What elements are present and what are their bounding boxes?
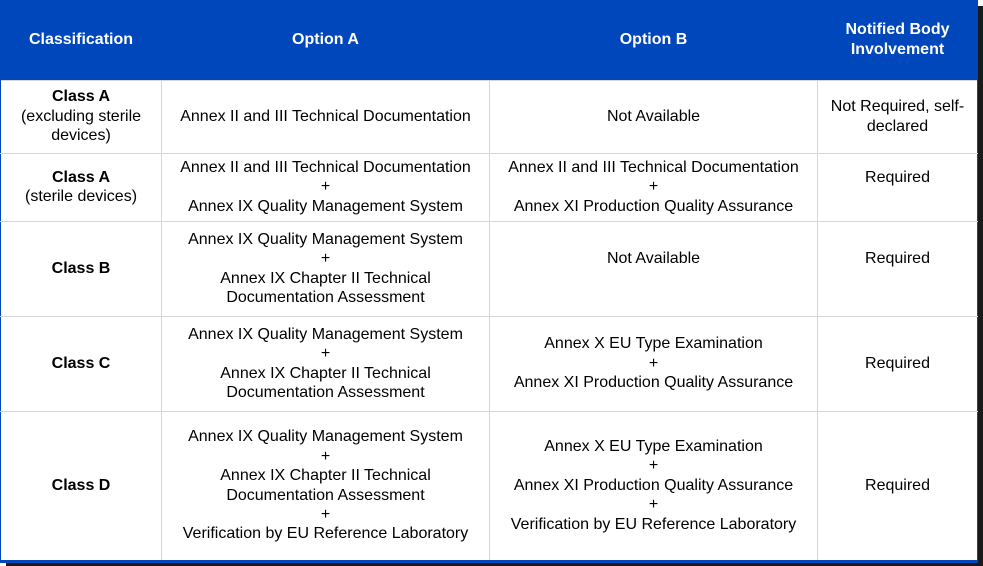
option-line: Annex IX Quality Management System — [188, 197, 463, 215]
table-row: Class B Annex IX Quality Management Syst… — [0, 220, 978, 317]
plus-sign: + — [320, 447, 331, 465]
header-classification: Classification — [0, 0, 162, 80]
option-line: Verification by EU Reference Laboratory — [510, 515, 797, 533]
option-line: Annex IX Chapter II Technical — [220, 467, 431, 485]
plus-sign: + — [320, 505, 331, 523]
plus-sign: + — [320, 178, 331, 196]
class-name: Class A — [51, 88, 111, 106]
option-b-cell: Annex II and III Technical Documentation… — [489, 152, 818, 222]
classification-cell: Class A (excluding sterile devices) — [0, 79, 162, 154]
option-line: Annex X EU Type Examination — [544, 437, 763, 455]
plus-sign: + — [320, 345, 331, 363]
option-line: Documentation Assessment — [226, 383, 425, 401]
class-sub: (excluding sterile devices) — [20, 107, 142, 145]
option-b-cell: Not Available — [489, 220, 818, 317]
option-line: Annex II and III Technical Documentation — [180, 158, 471, 176]
option-line: Annex X EU Type Examination — [544, 335, 763, 353]
classification-cell: Class C — [0, 315, 162, 412]
table-row: Class C Annex IX Quality Management Syst… — [0, 315, 978, 412]
option-a-cell: Annex II and III Technical Documentation… — [161, 152, 490, 222]
option-b-cell: Not Available — [489, 79, 818, 154]
plus-sign: + — [648, 178, 659, 196]
header-option-a: Option A — [161, 0, 490, 80]
option-line: Verification by EU Reference Laboratory — [182, 525, 469, 543]
class-sub: (sterile devices) — [24, 188, 138, 205]
option-line: Annex IX Chapter II Technical — [220, 269, 431, 287]
option-a-cell: Annex IX Quality Management System + Ann… — [161, 220, 490, 317]
notified-body-value: Required — [865, 168, 930, 186]
class-name: Class A — [51, 168, 111, 186]
option-line: Not Available — [606, 107, 701, 125]
option-line: Annex IX Quality Management System — [188, 325, 463, 343]
notified-body-cell: Required — [817, 152, 978, 222]
plus-sign: + — [648, 457, 659, 475]
notified-body-cell: Required — [817, 220, 978, 317]
table-row: Class D Annex IX Quality Management Syst… — [0, 410, 978, 563]
option-line: Annex XI Production Quality Assurance — [513, 197, 794, 215]
option-b-cell: Annex X EU Type Examination + Annex XI P… — [489, 410, 818, 563]
header-row: Classification Option A Option B Notifie… — [0, 0, 978, 80]
option-line: Annex IX Quality Management System — [188, 428, 463, 446]
notified-body-value: Required — [865, 249, 930, 267]
notified-body-cell: Required — [817, 315, 978, 412]
plus-sign: + — [320, 250, 331, 268]
notified-body-cell: Not Required, self-declared — [817, 79, 978, 154]
option-line: Documentation Assessment — [226, 486, 425, 504]
option-b-cell: Annex X EU Type Examination + Annex XI P… — [489, 315, 818, 412]
class-name: Class B — [51, 259, 111, 277]
option-line: Annex II and III Technical Documentation — [180, 107, 471, 125]
notified-body-cell: Required — [817, 410, 978, 563]
option-line: Annex II and III Technical Documentation — [508, 158, 799, 176]
option-a-cell: Annex II and III Technical Documentation — [161, 79, 490, 154]
shadow-bottom — [6, 561, 983, 566]
option-line: Annex XI Production Quality Assurance — [513, 476, 794, 494]
table-row: Class A (sterile devices) Annex II and I… — [0, 152, 978, 222]
header-notified-body: Notified Body Involvement — [817, 0, 978, 80]
classification-cell: Class B — [0, 220, 162, 317]
plus-sign: + — [648, 496, 659, 514]
table-row: Class A (excluding sterile devices) Anne… — [0, 79, 978, 154]
option-a-cell: Annex IX Quality Management System + Ann… — [161, 315, 490, 412]
classification-cell: Class A (sterile devices) — [0, 152, 162, 222]
plus-sign: + — [648, 354, 659, 372]
option-line: Documentation Assessment — [226, 288, 425, 306]
option-line: Annex XI Production Quality Assurance — [513, 374, 794, 392]
classification-cell: Class D — [0, 410, 162, 563]
shadow-right — [977, 6, 983, 564]
class-name: Class D — [51, 476, 111, 494]
header-option-b: Option B — [489, 0, 818, 80]
option-line: Not Available — [606, 249, 701, 267]
option-line: Annex IX Chapter II Technical — [220, 364, 431, 382]
option-line: Annex IX Quality Management System — [188, 230, 463, 248]
class-name: Class C — [51, 354, 111, 372]
option-a-cell: Annex IX Quality Management System + Ann… — [161, 410, 490, 563]
